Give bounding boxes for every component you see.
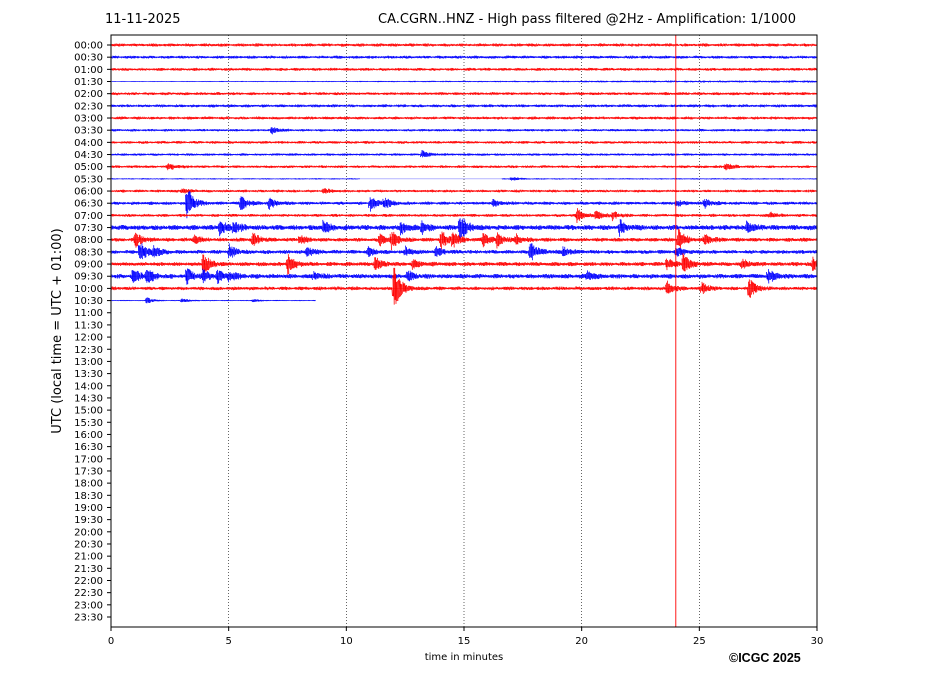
- x-ticks: 0 5 10 15 20 25 30: [108, 627, 824, 647]
- x-axis-label: time in minutes: [425, 652, 504, 663]
- y-tick-label: 12:30: [74, 345, 103, 356]
- copyright: ©ICGC 2025: [729, 651, 801, 665]
- y-tick-label: 10:30: [74, 296, 103, 307]
- y-tick-label: 11:30: [74, 320, 103, 331]
- y-tick-label: 06:00: [74, 187, 103, 198]
- y-tick-label: 06:30: [74, 199, 103, 210]
- y-tick-label: 14:30: [74, 393, 103, 404]
- y-tick-label: 04:00: [74, 138, 103, 149]
- y-tick-label: 01:30: [74, 77, 103, 88]
- y-tick-label: 04:30: [74, 150, 103, 161]
- y-tick-label: 15:30: [74, 418, 103, 429]
- y-tick-label: 07:30: [74, 223, 103, 234]
- y-tick-label: 20:00: [74, 527, 103, 538]
- y-tick-label: 12:00: [74, 333, 103, 344]
- chart-title: CA.CGRN..HNZ - High pass filtered @2Hz -…: [378, 12, 796, 27]
- y-tick-label: 09:30: [74, 272, 103, 283]
- y-tick-label: 23:30: [74, 613, 103, 624]
- y-tick-label: 13:00: [74, 357, 103, 368]
- y-tick-label: 22:30: [74, 588, 103, 599]
- y-tick-label: 23:00: [74, 600, 103, 611]
- y-tick-label: 02:00: [74, 89, 103, 100]
- y-tick-label: 05:30: [74, 174, 103, 185]
- y-tick-label: 15:00: [74, 406, 103, 417]
- y-tick-label: 00:00: [74, 41, 103, 52]
- y-tick-label: 08:00: [74, 235, 103, 246]
- traces: [110, 35, 818, 627]
- y-tick-label: 03:00: [74, 114, 103, 125]
- y-tick-label: 05:00: [74, 162, 103, 173]
- y-tick-label: 03:30: [74, 126, 103, 137]
- y-tick-label: 19:30: [74, 515, 103, 526]
- y-tick-label: 17:00: [74, 454, 103, 465]
- date-label: 11-11-2025: [105, 12, 181, 27]
- y-tick-label: 09:00: [74, 260, 103, 271]
- x-tick-label: 10: [340, 636, 353, 647]
- y-tick-label: 02:30: [74, 101, 103, 112]
- y-tick-label: 10:00: [74, 284, 103, 295]
- y-tick-label: 16:00: [74, 430, 103, 441]
- x-tick-label: 25: [693, 636, 706, 647]
- x-tick-label: 15: [458, 636, 471, 647]
- plot-frame: [110, 34, 818, 628]
- y-axis-label: UTC (local time = UTC + 01:00): [50, 228, 65, 433]
- trace-row: [110, 268, 818, 285]
- y-tick-label: 18:30: [74, 491, 103, 502]
- grid: [228, 35, 700, 627]
- x-tick-label: 5: [225, 636, 231, 647]
- y-tick-label: 16:30: [74, 442, 103, 453]
- y-tick-label: 19:00: [74, 503, 103, 514]
- y-tick-label: 01:00: [74, 65, 103, 76]
- y-tick-label: 17:30: [74, 466, 103, 477]
- y-tick-label: 22:00: [74, 576, 103, 587]
- y-tick-label: 14:00: [74, 381, 103, 392]
- y-tick-label: 08:30: [74, 247, 103, 258]
- y-tick-label: 13:30: [74, 369, 103, 380]
- x-tick-label: 30: [811, 636, 824, 647]
- y-tick-label: 20:30: [74, 539, 103, 550]
- y-tick-label: 18:00: [74, 479, 103, 490]
- y-tick-label: 21:00: [74, 552, 103, 563]
- y-tick-label: 11:00: [74, 308, 103, 319]
- y-tick-label: 07:00: [74, 211, 103, 222]
- y-tick-label: 00:30: [74, 53, 103, 64]
- x-tick-label: 0: [108, 636, 114, 647]
- x-tick-label: 20: [575, 636, 588, 647]
- y-tick-label: 21:30: [74, 564, 103, 575]
- trace-row: [110, 150, 818, 158]
